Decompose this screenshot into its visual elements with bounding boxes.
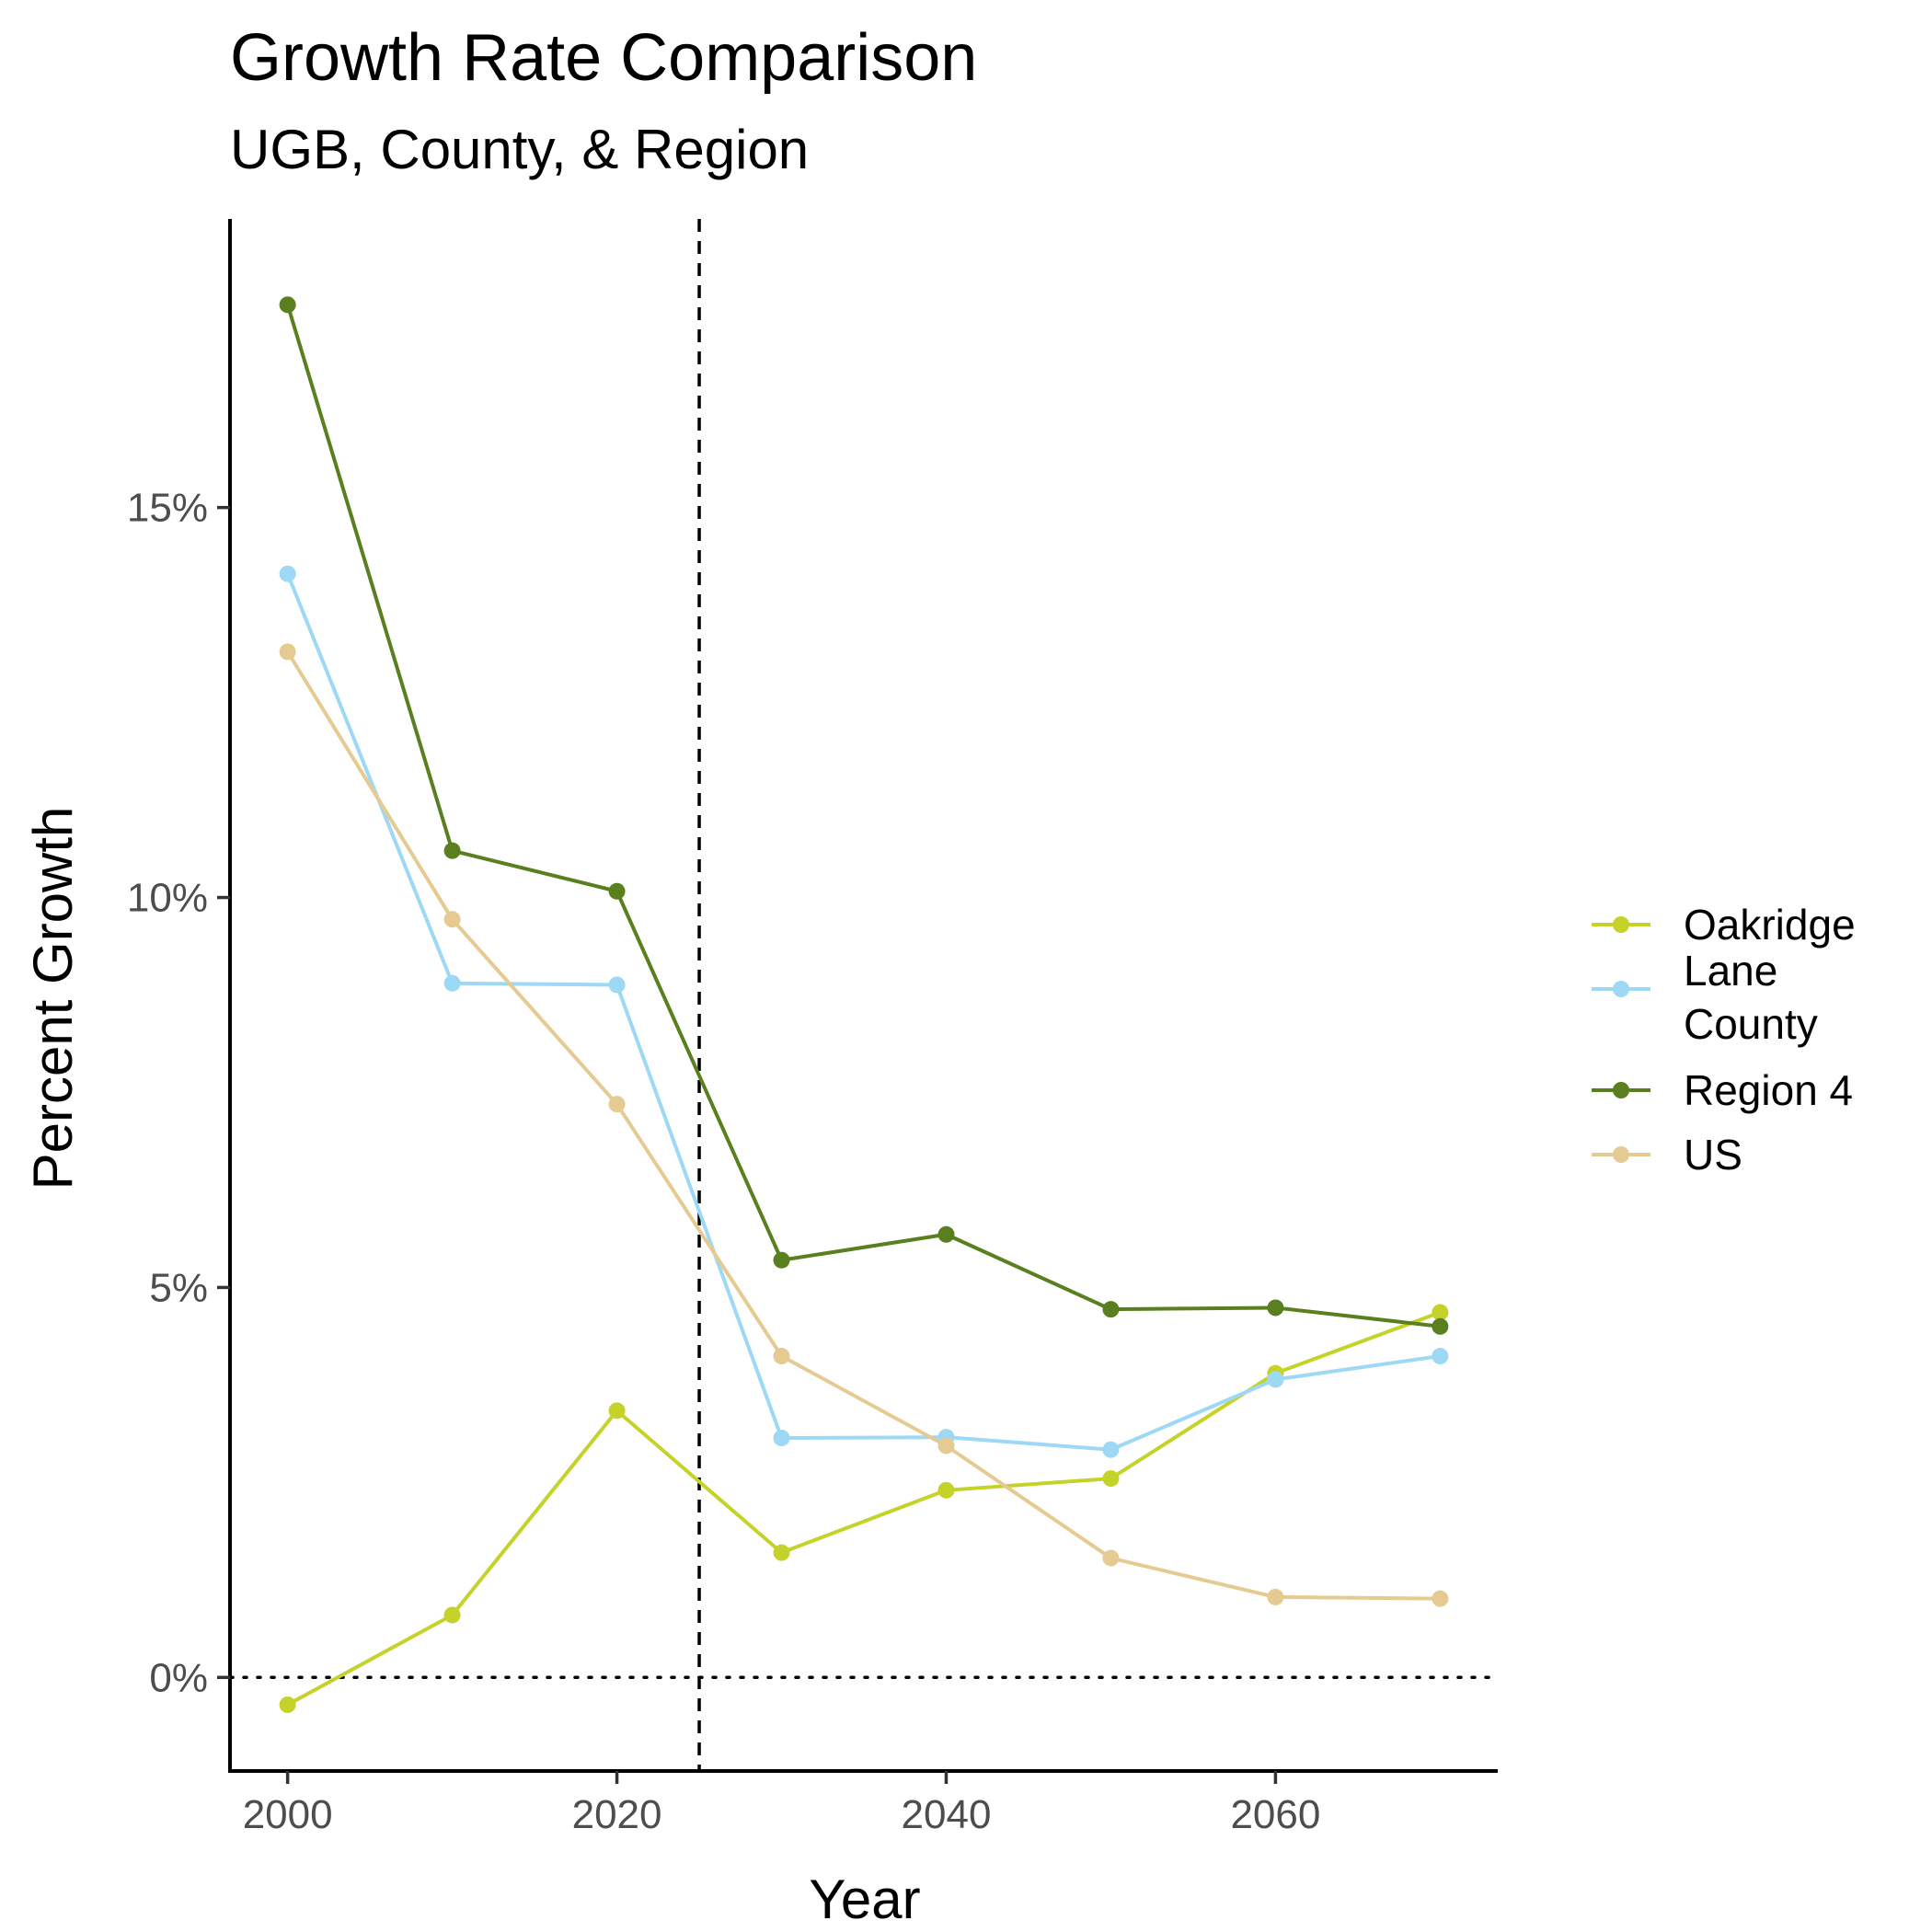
data-point-region-4 (937, 1225, 955, 1243)
chart-title: Growth Rate Comparison (230, 21, 978, 95)
data-point-us (1267, 1588, 1284, 1605)
legend-key-point-oakridge (1613, 916, 1629, 933)
data-point-oakridge (1432, 1304, 1449, 1321)
data-point-region-4 (608, 882, 626, 900)
legend-label-lane-county: Lane County (1684, 947, 1818, 1048)
data-point-lane-county (279, 565, 296, 582)
series-points (279, 296, 1449, 1713)
data-point-region-4 (773, 1251, 790, 1269)
y-tick-labels: 0% 5% 10% 15% (127, 486, 208, 1701)
data-point-region-4 (1267, 1299, 1284, 1317)
data-point-lane-county (1267, 1371, 1284, 1388)
data-point-lane-county (773, 1430, 790, 1447)
y-tick-label: 5% (149, 1265, 208, 1310)
data-point-us (279, 643, 296, 661)
series-line-oakridge (286, 1310, 1442, 1707)
data-point-us (443, 911, 461, 928)
data-point-us (937, 1437, 955, 1455)
data-point-oakridge (608, 1402, 626, 1420)
data-point-oakridge (773, 1544, 790, 1561)
x-tick-label: 2060 (1230, 1792, 1320, 1837)
series-lines (285, 304, 1442, 1707)
data-point-region-4 (1432, 1317, 1449, 1335)
data-point-oakridge (443, 1606, 461, 1624)
data-point-us (1102, 1549, 1120, 1567)
data-point-lane-county (608, 976, 626, 994)
data-point-oakridge (279, 1696, 296, 1713)
data-point-oakridge (1102, 1470, 1120, 1488)
x-tick-label: 2020 (572, 1792, 662, 1837)
legend-label-us: US (1684, 1131, 1742, 1179)
data-point-us (1432, 1590, 1449, 1607)
x-axis-title: Year (809, 1869, 920, 1930)
data-point-region-4 (279, 296, 296, 314)
y-tick-label: 15% (127, 486, 208, 531)
data-point-lane-county (1432, 1348, 1449, 1365)
data-point-us (773, 1348, 790, 1365)
x-tick-labels: 2000 2020 2040 2060 (243, 1792, 1321, 1837)
data-point-oakridge (937, 1481, 955, 1499)
legend-key-point-us (1613, 1146, 1629, 1163)
data-point-us (608, 1096, 626, 1113)
data-point-lane-county (443, 974, 461, 992)
series-line-region-4 (285, 304, 1441, 1328)
series-line-us (285, 650, 1441, 1601)
data-point-region-4 (1102, 1301, 1120, 1318)
legend-label-region-4: Region 4 (1684, 1066, 1853, 1114)
chart-subtitle: UGB, County, & Region (230, 119, 810, 180)
reference-lines (228, 219, 1500, 1771)
x-tick-label: 2000 (243, 1792, 333, 1837)
legend-key-point-region-4 (1613, 1082, 1629, 1098)
y-tick-label: 10% (127, 876, 208, 921)
legend-label-oakridge: Oakridge (1684, 901, 1856, 949)
y-axis-title: Percent Growth (22, 807, 84, 1190)
x-tick-label: 2040 (902, 1792, 992, 1837)
series-line-lane-county (285, 572, 1441, 1452)
legend-key-point-lane-county (1613, 981, 1629, 997)
data-point-lane-county (1102, 1441, 1120, 1458)
y-tick-label: 0% (149, 1655, 208, 1700)
axes (217, 219, 1498, 1784)
data-point-region-4 (443, 842, 461, 859)
